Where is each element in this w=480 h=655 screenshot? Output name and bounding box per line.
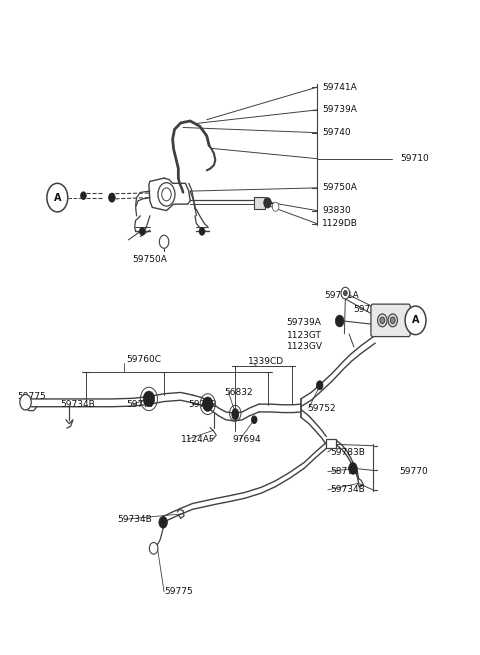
Text: 59740: 59740 [353, 305, 382, 314]
Circle shape [378, 314, 387, 327]
Text: 59739A: 59739A [322, 105, 357, 115]
Text: 59783B: 59783B [331, 448, 365, 457]
Text: 59760C: 59760C [127, 356, 162, 364]
Text: 59782: 59782 [188, 400, 217, 409]
Text: 1123GV: 1123GV [287, 343, 323, 352]
Circle shape [380, 317, 384, 324]
Circle shape [264, 198, 271, 208]
Text: 59777: 59777 [127, 400, 156, 409]
Text: 59734B: 59734B [117, 515, 152, 523]
Text: 1339CD: 1339CD [248, 357, 284, 365]
Circle shape [47, 183, 68, 212]
Text: 59752: 59752 [307, 403, 336, 413]
Text: 59770: 59770 [399, 467, 428, 476]
Circle shape [203, 397, 213, 411]
Circle shape [348, 462, 357, 474]
Circle shape [108, 193, 115, 202]
Text: 59775: 59775 [165, 588, 193, 596]
Circle shape [232, 409, 239, 418]
Circle shape [272, 202, 279, 212]
Circle shape [336, 315, 344, 327]
Bar [326, 440, 336, 448]
Bar [254, 197, 264, 209]
Circle shape [81, 192, 86, 200]
Text: 59750A: 59750A [132, 255, 168, 264]
Text: 93830: 93830 [322, 206, 351, 215]
Circle shape [232, 411, 239, 420]
Text: 59710: 59710 [400, 154, 429, 163]
Circle shape [199, 227, 205, 235]
Text: 56832: 56832 [224, 388, 252, 397]
Text: 58775: 58775 [331, 467, 360, 476]
Text: 59734B: 59734B [60, 400, 95, 409]
Text: 1129DB: 1129DB [322, 219, 358, 228]
Circle shape [159, 235, 169, 248]
Text: 97694: 97694 [232, 435, 261, 443]
Circle shape [343, 290, 347, 295]
Circle shape [390, 317, 395, 324]
Circle shape [139, 227, 145, 235]
Text: 59775: 59775 [17, 392, 46, 402]
Text: 59734B: 59734B [331, 485, 365, 495]
Circle shape [159, 517, 168, 528]
FancyBboxPatch shape [371, 304, 410, 337]
Circle shape [158, 183, 175, 206]
Text: A: A [412, 315, 420, 326]
Circle shape [149, 542, 158, 554]
Text: 59739A: 59739A [287, 318, 322, 328]
Text: 59750A: 59750A [322, 183, 357, 193]
Circle shape [20, 394, 31, 410]
Circle shape [405, 306, 426, 335]
Circle shape [162, 188, 171, 201]
Circle shape [143, 391, 155, 407]
Text: 59741A: 59741A [322, 83, 357, 92]
Text: 59740: 59740 [322, 128, 351, 137]
Circle shape [341, 288, 349, 299]
Text: 1123GT: 1123GT [287, 331, 322, 340]
Circle shape [388, 314, 397, 327]
Text: 59741A: 59741A [324, 291, 359, 299]
Circle shape [252, 416, 257, 424]
Text: A: A [54, 193, 61, 202]
Text: 1124AF: 1124AF [181, 435, 215, 443]
Circle shape [316, 381, 323, 390]
